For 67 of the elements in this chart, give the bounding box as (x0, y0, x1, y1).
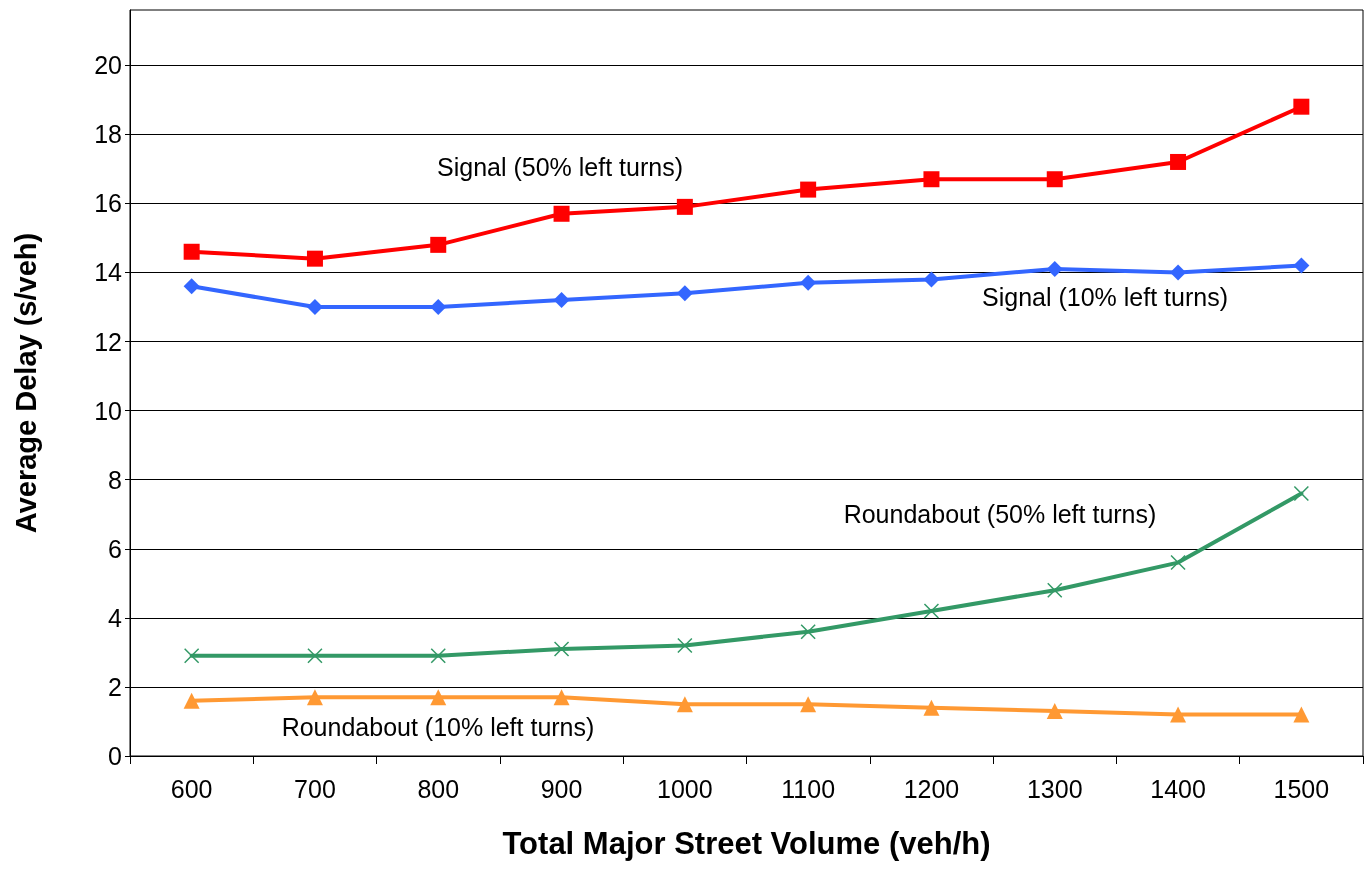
y-tick-label: 14 (94, 258, 123, 287)
y-tick-label: 16 (94, 189, 122, 218)
point (307, 648, 323, 664)
point (306, 689, 323, 706)
point (1293, 257, 1310, 274)
point (923, 171, 940, 188)
point (1170, 554, 1186, 571)
point (1046, 703, 1063, 720)
point (676, 285, 693, 302)
point (1293, 98, 1310, 115)
point (1170, 264, 1187, 281)
y-tick-label: 18 (94, 120, 122, 149)
x-axis-title: Total Major Street Volume (veh/h) (502, 826, 991, 861)
y-tick-label: 20 (94, 51, 122, 80)
point (677, 637, 693, 654)
point (1046, 261, 1063, 278)
point (430, 648, 446, 664)
point (1170, 153, 1187, 170)
point (306, 250, 323, 267)
y-tick-label: 12 (94, 327, 122, 356)
point (430, 236, 447, 253)
point (800, 696, 817, 713)
x-tick-label: 1100 (781, 774, 836, 803)
x-tick-label: 1300 (1026, 774, 1083, 803)
point (430, 689, 447, 706)
x-tick-label: 1000 (657, 774, 713, 803)
point (1047, 582, 1063, 598)
y-tick-label: 6 (108, 534, 122, 563)
y-tick-label: 8 (108, 465, 122, 494)
x-tick-label: 900 (540, 774, 583, 803)
x-tick-label: 1400 (1150, 774, 1206, 803)
point (800, 623, 816, 640)
y-tick-label: 2 (108, 672, 122, 701)
point (1046, 171, 1063, 188)
point (1293, 485, 1310, 502)
y-tick-label: 4 (108, 603, 123, 632)
point (923, 603, 940, 619)
series-label: Roundabout (50% left turns) (843, 500, 1157, 528)
point (183, 648, 200, 664)
x-tick-label: 1500 (1273, 774, 1330, 803)
point (800, 181, 817, 198)
point (183, 692, 200, 709)
x-tick-label: 700 (294, 774, 336, 803)
x-tick-label: 800 (417, 774, 460, 803)
point (800, 274, 817, 291)
point (306, 299, 323, 316)
point (923, 271, 940, 288)
point (1170, 706, 1187, 723)
point (923, 699, 940, 716)
point (676, 696, 693, 713)
point (553, 292, 570, 309)
series-label: Roundabout (10% left turns) (281, 713, 595, 741)
point (553, 689, 570, 706)
series-label: Signal (10% left turns) (982, 283, 1228, 311)
series-label: Signal (50% left turns) (437, 153, 683, 181)
point (183, 243, 200, 260)
point (430, 299, 447, 316)
point (553, 205, 570, 222)
point (676, 198, 693, 215)
point (553, 641, 570, 657)
x-tick-label: 1200 (903, 774, 960, 803)
x-tick-label: 600 (170, 774, 213, 803)
y-axis-title: Average Delay (s/veh) (9, 232, 42, 534)
point (183, 278, 200, 295)
y-tick-label: 0 (108, 742, 122, 770)
point (1293, 706, 1310, 723)
y-tick-label: 10 (94, 396, 122, 425)
